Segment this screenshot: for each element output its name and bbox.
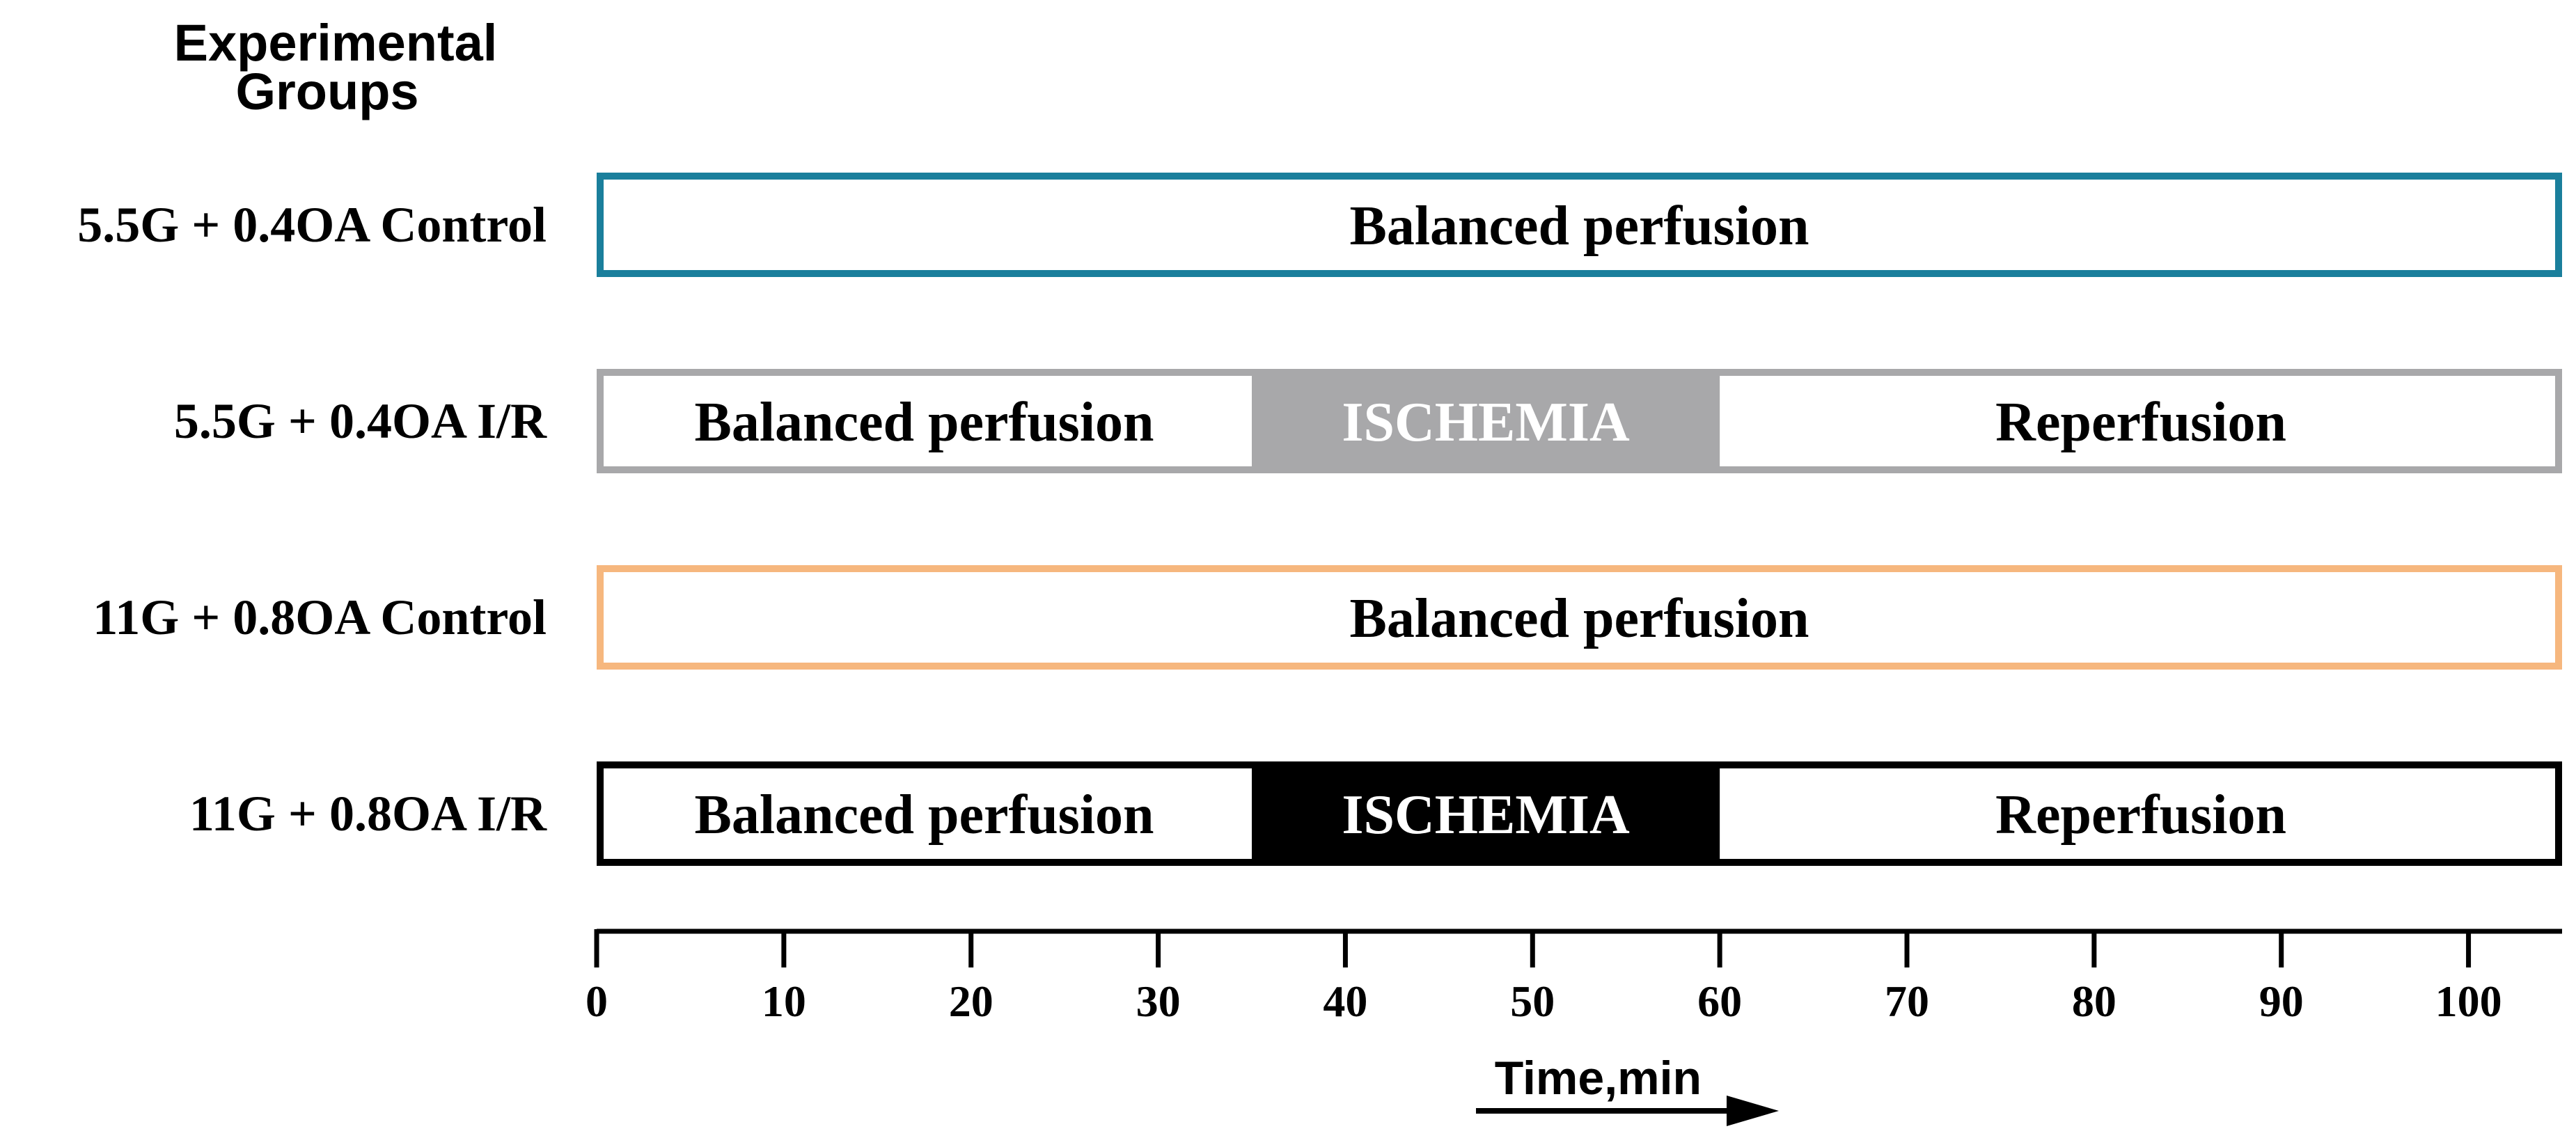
segment-label-ischemia: ISCHEMIA — [1342, 784, 1630, 846]
axis-tick-label: 70 — [1885, 977, 1929, 1026]
axis-tick-label: 80 — [2072, 977, 2116, 1026]
group-bar-border — [597, 761, 2562, 866]
segment-fill-ischemia — [1252, 369, 1720, 473]
time-axis: 0 10 20 30 40 50 60 70 80 90 100 Time,min — [586, 928, 2562, 1126]
axis-tick-label: 20 — [949, 977, 994, 1026]
segment-label-reperfusion: Reperfusion — [1995, 392, 2286, 453]
group-row: 11G + 0.8OA Control Balanced perfusion — [93, 565, 2562, 670]
group-row: 5.5G + 0.4OA Control Balanced perfusion — [77, 173, 2562, 277]
header-title-line2: Groups — [235, 63, 418, 120]
axis-title: Time,min — [1495, 1052, 1702, 1105]
segment-label-balanced-perfusion: Balanced perfusion — [694, 784, 1154, 846]
axis-tick-label: 30 — [1136, 977, 1181, 1026]
segment-label-balanced-perfusion: Balanced perfusion — [694, 392, 1154, 453]
axis-tick-label: 10 — [762, 977, 806, 1026]
group-bar-border — [597, 565, 2562, 670]
axis-tick-label: 50 — [1510, 977, 1555, 1026]
axis-tick-label: 40 — [1323, 977, 1367, 1026]
segment-label-balanced-perfusion: Balanced perfusion — [1349, 196, 1809, 257]
group-rows: 5.5G + 0.4OA Control Balanced perfusion5.… — [77, 173, 2562, 866]
segment-label-reperfusion: Reperfusion — [1995, 784, 2286, 846]
segment-fill-ischemia — [1252, 761, 1720, 866]
axis-tick-label: 100 — [2435, 977, 2502, 1026]
axis-tick-label: 60 — [1697, 977, 1742, 1026]
group-label: 5.5G + 0.4OA I/R — [174, 393, 547, 449]
group-label: 5.5G + 0.4OA Control — [77, 197, 547, 253]
group-bar-border — [597, 173, 2562, 277]
group-label: 11G + 0.8OA I/R — [189, 786, 547, 841]
axis-tick-label: 90 — [2259, 977, 2304, 1026]
group-row: 11G + 0.8OA I/R Balanced perfusion ISCHEMI… — [189, 761, 2562, 866]
group-row: 5.5G + 0.4OA I/R Balanced perfusion ISCHEM… — [174, 369, 2562, 473]
header-title-line1: Experimental — [174, 14, 498, 72]
axis-tick-label: 0 — [586, 977, 608, 1026]
time-arrow-head-icon — [1727, 1096, 1779, 1126]
segment-label-ischemia: ISCHEMIA — [1342, 392, 1630, 453]
group-label: 11G + 0.8OA Control — [93, 590, 547, 645]
segment-label-balanced-perfusion: Balanced perfusion — [1349, 588, 1809, 649]
group-bar-border — [597, 369, 2562, 473]
